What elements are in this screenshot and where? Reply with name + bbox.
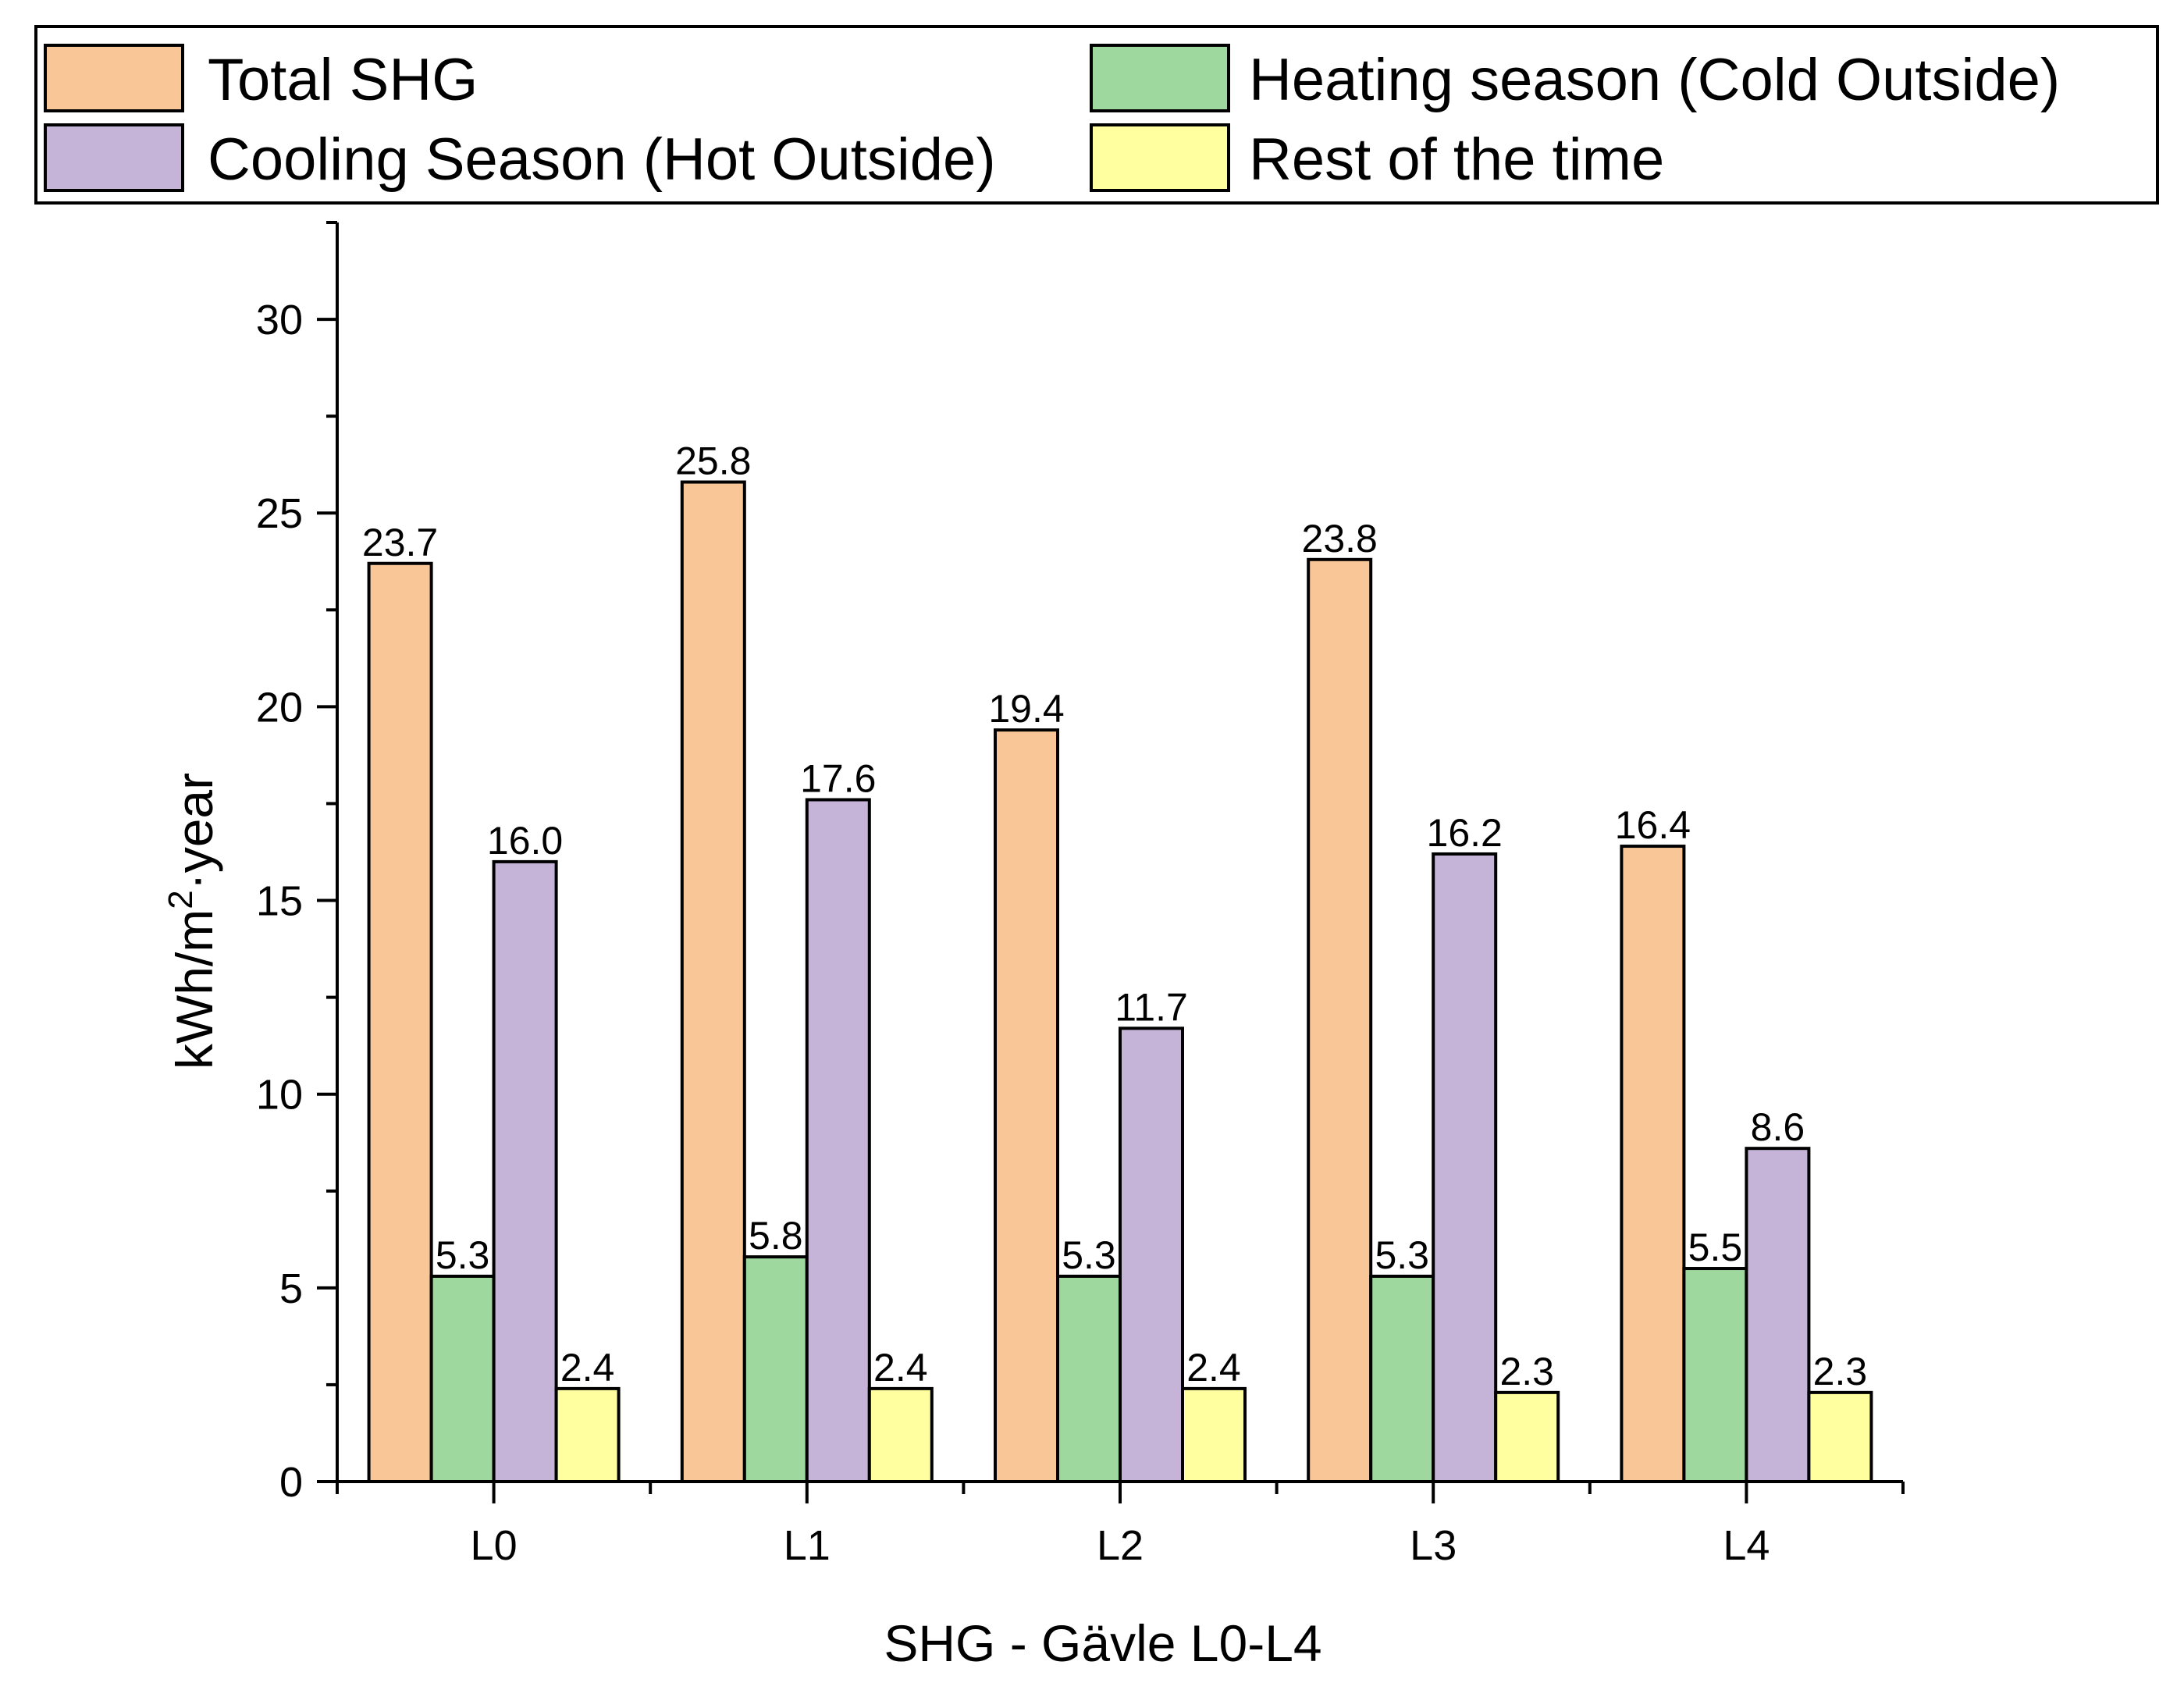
bar-l4-series-2 [1682, 1267, 1748, 1483]
bar-l3-series-3 [1432, 852, 1498, 1483]
bar-l3-series-2 [1369, 1274, 1435, 1483]
data-label-l0-series-3: 16.0 [487, 819, 563, 863]
x-tick-label-l0: L0 [471, 1522, 518, 1569]
legend-label-3: Cooling Season (Hot Outside) [208, 126, 996, 193]
legend-label-1: Total SHG [208, 47, 478, 113]
data-label-l0-series-2: 5.3 [436, 1233, 490, 1277]
bar-l2-series-1 [994, 728, 1059, 1483]
y-tick-label: 10 [256, 1072, 303, 1119]
y-tick-label: 25 [256, 490, 303, 537]
y-axis-title: kWh/m2·year [162, 773, 223, 1069]
y-axis-title-main: kWh/m [165, 909, 223, 1069]
legend-label-4: Rest of the time [1249, 126, 1664, 193]
bar-l1-series-3 [805, 798, 871, 1483]
y-axis-title-superscript: 2 [162, 890, 200, 909]
legend-swatch-3 [44, 123, 184, 192]
legend: Total SHG Heating season (Cold Outside) Co… [34, 25, 2159, 205]
x-tick-label-l2: L2 [1097, 1522, 1144, 1569]
y-tick-label: 30 [256, 297, 303, 343]
x-tick-label-l1: L1 [784, 1522, 831, 1569]
bar-l3-series-4 [1494, 1390, 1560, 1484]
data-label-l0-series-1: 23.7 [362, 521, 438, 564]
data-label-l4-series-2: 5.5 [1688, 1226, 1743, 1269]
bar-l3-series-1 [1307, 557, 1373, 1483]
bar-l2-series-4 [1181, 1386, 1247, 1483]
bar-l2-series-3 [1119, 1026, 1184, 1483]
bar-l4-series-3 [1745, 1147, 1811, 1484]
data-label-l2-series-1: 19.4 [988, 687, 1064, 731]
x-tick-label-l4: L4 [1723, 1522, 1770, 1569]
legend-label-2: Heating season (Cold Outside) [1249, 47, 2060, 113]
data-label-l2-series-2: 5.3 [1062, 1233, 1116, 1277]
data-label-l4-series-3: 8.6 [1751, 1105, 1805, 1149]
y-axis-title-tail: ·year [165, 773, 223, 890]
data-label-l1-series-4: 2.4 [873, 1346, 928, 1389]
data-label-l4-series-1: 16.4 [1615, 803, 1691, 847]
y-tick-label: 20 [256, 684, 303, 731]
data-label-l0-series-4: 2.4 [560, 1346, 615, 1389]
bar-l1-series-1 [680, 480, 746, 1484]
bar-l1-series-2 [742, 1255, 809, 1483]
data-label-l1-series-2: 5.8 [749, 1214, 803, 1258]
bar-l2-series-2 [1056, 1274, 1122, 1483]
data-label-l3-series-3: 16.2 [1427, 811, 1503, 855]
data-label-l1-series-3: 17.6 [800, 756, 876, 800]
data-label-l1-series-1: 25.8 [675, 439, 751, 483]
bar-l0-series-2 [429, 1274, 496, 1483]
bar-l4-series-1 [1620, 845, 1686, 1484]
y-tick-label: 5 [279, 1265, 303, 1312]
x-tick-label-l3: L3 [1410, 1522, 1457, 1569]
data-label-l2-series-3: 11.7 [1115, 985, 1188, 1029]
legend-swatch-2 [1090, 44, 1230, 112]
data-label-l4-series-4: 2.3 [1813, 1350, 1868, 1393]
y-tick-label: 0 [279, 1459, 303, 1506]
bars [367, 480, 1873, 1484]
bar-l0-series-4 [554, 1386, 621, 1483]
bar-l4-series-4 [1807, 1390, 1873, 1484]
bar-l1-series-4 [867, 1386, 934, 1483]
data-label-l2-series-4: 2.4 [1186, 1346, 1241, 1389]
data-label-l3-series-4: 2.3 [1499, 1350, 1554, 1393]
data-labels: 23.7 5.3 16.0 2.4 25.8 5.8 17.6 2.4 19.4 5.3 11.7 2… [362, 439, 1867, 1393]
data-label-l3-series-2: 5.3 [1375, 1233, 1429, 1277]
bar-l0-series-1 [367, 561, 433, 1484]
bar-l0-series-3 [492, 859, 558, 1483]
x-axis-title: SHG - Gävle L0-L4 [884, 1614, 1321, 1672]
y-tick-label: 15 [256, 878, 303, 925]
axes: 0 5 10 15 20 25 30 L0 L1 L2 L3 L4 [256, 221, 1905, 1569]
legend-swatch-4 [1090, 123, 1230, 192]
data-label-l3-series-1: 23.8 [1302, 517, 1378, 560]
legend-swatch-1 [44, 44, 184, 112]
